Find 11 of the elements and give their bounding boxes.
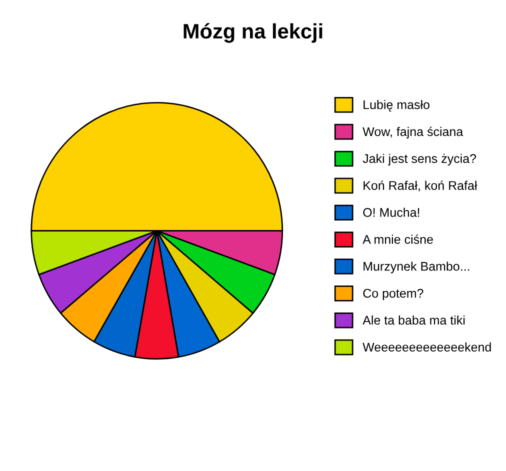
legend-label: Co potem? — [363, 288, 424, 300]
legend-label: Jaki jest sens życia? — [362, 154, 476, 166]
legend-label: Ale ta baba ma tiki — [362, 315, 465, 325]
chart-title: Mózg na lekcji — [184, 23, 322, 43]
legend-label: A mnie ciśne — [362, 234, 433, 244]
legend-label: Lubię masło — [364, 100, 430, 112]
legend-label: Koń Rafał, koń Rafał — [364, 180, 478, 192]
legend-label: O! Mucha! — [363, 208, 420, 217]
legend-label: Wow, fajna ściana — [362, 126, 464, 139]
legend-label: Weeeeeeeeeeeeekend — [362, 342, 491, 352]
legend-label: Murzynek Bambo... — [364, 262, 470, 274]
